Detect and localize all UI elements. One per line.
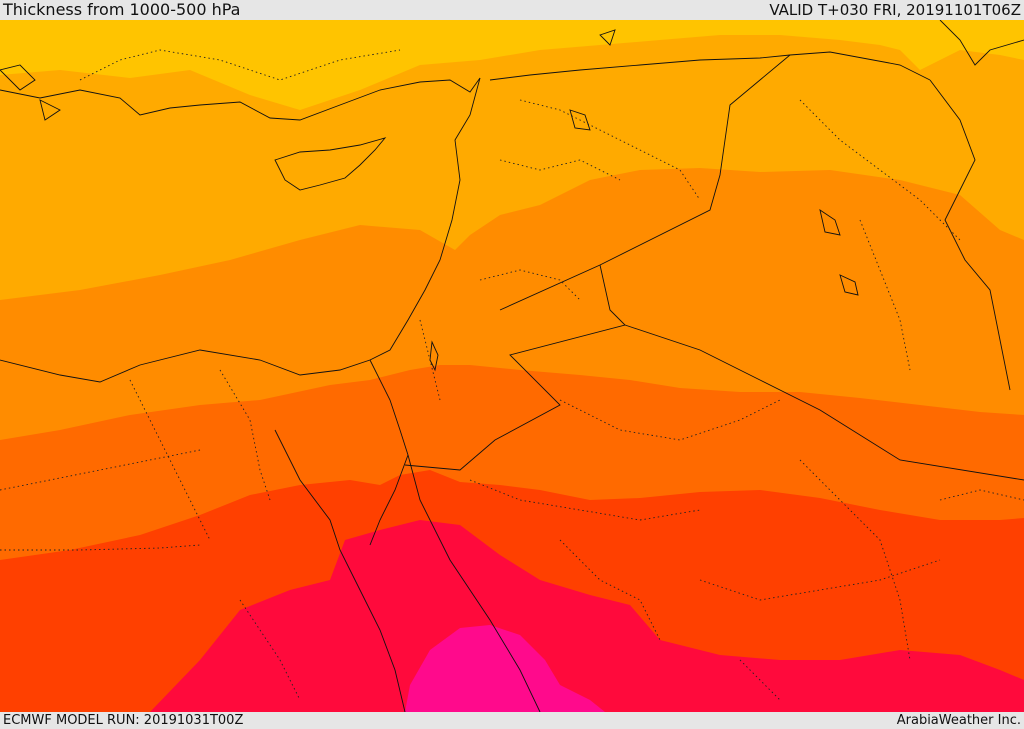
country-borders	[369, 51, 1024, 481]
levant-coast	[369, 77, 481, 361]
aegean-islands	[0, 64, 61, 121]
caspian-edge	[939, 20, 1024, 66]
band-red	[150, 520, 1024, 712]
gulf-of-aqaba	[369, 454, 409, 546]
lake-tuz	[569, 109, 591, 131]
lake-van	[599, 29, 616, 46]
valid-time: VALID T+030 FRI, 20191101T06Z	[769, 1, 1021, 19]
turkey-south-coast	[0, 77, 481, 121]
egypt-north-coast	[0, 349, 371, 383]
syria-iraq-border	[499, 54, 791, 311]
cyprus	[274, 137, 387, 191]
iraq-saudi-border	[624, 324, 1024, 481]
thickness-map	[0, 20, 1024, 712]
band-magenta	[405, 625, 605, 712]
jordan-saudi-border	[404, 264, 626, 471]
iraq-lakes	[839, 274, 859, 296]
red-sea-east	[407, 454, 541, 712]
coastlines	[0, 20, 1024, 712]
urmia	[819, 209, 841, 236]
turkey-syria-border	[489, 51, 931, 81]
map-title: Thickness from 1000-500 hPa	[3, 0, 241, 19]
credit: ArabiaWeather Inc.	[896, 713, 1021, 728]
model-run: ECMWF MODEL RUN: 20191031T00Z	[3, 713, 244, 728]
red-sea-west	[274, 429, 406, 712]
egypt-israel-border	[369, 359, 409, 456]
province-boundaries	[0, 49, 1024, 701]
iran-iraq-border	[929, 79, 1011, 391]
header-bar: Thickness from 1000-500 hPa VALID T+030 …	[0, 0, 1024, 20]
dead-sea	[429, 340, 439, 372]
footer-bar: ECMWF MODEL RUN: 20191031T00Z ArabiaWeat…	[0, 712, 1024, 729]
